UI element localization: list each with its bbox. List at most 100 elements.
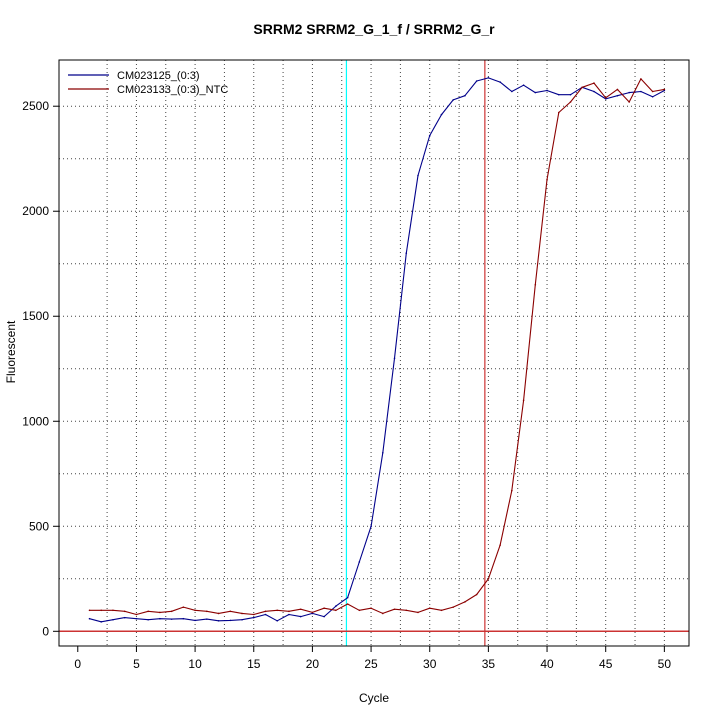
series-2-point <box>276 609 279 612</box>
series-2-point <box>182 606 185 608</box>
series-line-1 <box>89 77 665 623</box>
x-axis-label: Cycle <box>359 691 389 705</box>
series-2-point <box>428 607 431 609</box>
legend-label-1: CM023125_(0:3) <box>117 70 200 82</box>
x-tick-label: 15 <box>247 657 261 671</box>
series-2-point <box>381 612 384 615</box>
series-2-point <box>323 607 325 609</box>
series-2-point <box>475 593 478 596</box>
series-2-point <box>628 101 630 103</box>
series-2-point <box>663 88 666 91</box>
series-2-point <box>511 489 513 492</box>
series-2-point <box>640 78 642 80</box>
data-series <box>88 77 666 623</box>
series-1-point <box>264 613 267 616</box>
series-1-point <box>546 89 548 92</box>
series-2-point <box>288 610 290 613</box>
series-1-point <box>405 252 408 255</box>
series-1-point <box>499 81 501 83</box>
series-1-point <box>229 619 232 622</box>
series-1-point <box>428 134 431 137</box>
series-1-point <box>358 561 361 563</box>
series-1-point <box>252 616 255 619</box>
series-2-point <box>346 603 349 605</box>
x-tick-label: 50 <box>658 657 672 671</box>
series-2-point <box>593 82 595 84</box>
series-1-point <box>335 605 337 607</box>
series-1-point <box>417 174 419 177</box>
series-1-point <box>628 91 630 94</box>
series-line-2 <box>89 78 665 616</box>
series-2-point <box>206 610 208 613</box>
series-2-point <box>522 399 525 402</box>
series-1-point <box>135 617 138 620</box>
series-1-point <box>299 615 302 618</box>
series-2-point <box>452 606 454 608</box>
x-tick-label: 45 <box>599 657 613 671</box>
series-2-point <box>464 601 466 603</box>
series-1-point <box>217 619 220 622</box>
series-2-point <box>217 612 220 615</box>
series-2-point <box>604 97 607 99</box>
y-tick-label: 1000 <box>22 414 49 428</box>
series-2-point <box>546 178 548 181</box>
series-1-point <box>346 596 349 599</box>
series-1-point <box>557 93 560 96</box>
series-2-point <box>335 609 337 612</box>
series-1-point <box>170 618 173 620</box>
series-2-point <box>370 607 372 609</box>
series-1-point <box>440 113 443 116</box>
y-tick-label: 2000 <box>22 204 49 218</box>
y-tick-label: 2500 <box>22 99 49 113</box>
series-1-point <box>452 99 454 101</box>
legend: CM023125_(0:3) CM023133_(0:3)_NTC <box>68 70 228 96</box>
y-tick-label: 0 <box>42 624 49 638</box>
series-1-point <box>393 357 396 360</box>
series-2-point <box>616 88 619 91</box>
x-tick-label: 0 <box>74 657 81 671</box>
series-1-point <box>182 617 185 620</box>
x-tick-label: 5 <box>133 657 140 671</box>
chart-title: SRRM2 SRRM2_G_1_f / SRRM2_G_r <box>253 21 495 37</box>
grid-lines <box>59 60 689 646</box>
series-2-point <box>534 283 537 286</box>
series-2-point <box>299 608 302 611</box>
series-1-point <box>593 90 595 93</box>
series-1-point <box>194 619 196 622</box>
series-2-point <box>252 613 255 616</box>
y-tick-label: 500 <box>29 519 49 533</box>
x-tick-label: 40 <box>540 657 554 671</box>
y-axis-label: Fluorescent <box>4 320 18 383</box>
series-2-point <box>651 90 654 93</box>
series-2-point <box>194 609 196 612</box>
series-2-point <box>112 609 114 612</box>
series-2-point <box>135 613 138 616</box>
legend-label-2: CM023133_(0:3)_NTC <box>117 84 228 96</box>
x-tick-label: 25 <box>364 657 378 671</box>
series-1-point <box>475 80 478 82</box>
series-2-point <box>487 577 490 580</box>
series-2-point <box>170 610 173 613</box>
series-2-point <box>440 609 443 612</box>
x-tick-label: 30 <box>423 657 437 671</box>
series-2-point <box>358 609 361 612</box>
series-2-point <box>147 610 149 613</box>
x-tick-label: 20 <box>306 657 320 671</box>
x-tick-label: 10 <box>188 657 202 671</box>
series-1-point <box>123 616 126 619</box>
series-2-point <box>405 609 408 612</box>
series-1-point <box>522 84 525 87</box>
series-2-point <box>100 609 103 612</box>
series-1-point <box>370 525 372 528</box>
plot-frame <box>58 59 690 647</box>
series-1-point <box>276 619 279 622</box>
series-2-point <box>499 544 501 546</box>
series-1-point <box>616 94 619 97</box>
series-2-point <box>581 86 584 89</box>
vertical-markers <box>59 60 689 646</box>
x-tick-label: 35 <box>482 657 496 671</box>
y-tick-label: 1500 <box>22 309 49 323</box>
series-2-point <box>417 611 419 614</box>
series-2-point <box>557 111 560 114</box>
